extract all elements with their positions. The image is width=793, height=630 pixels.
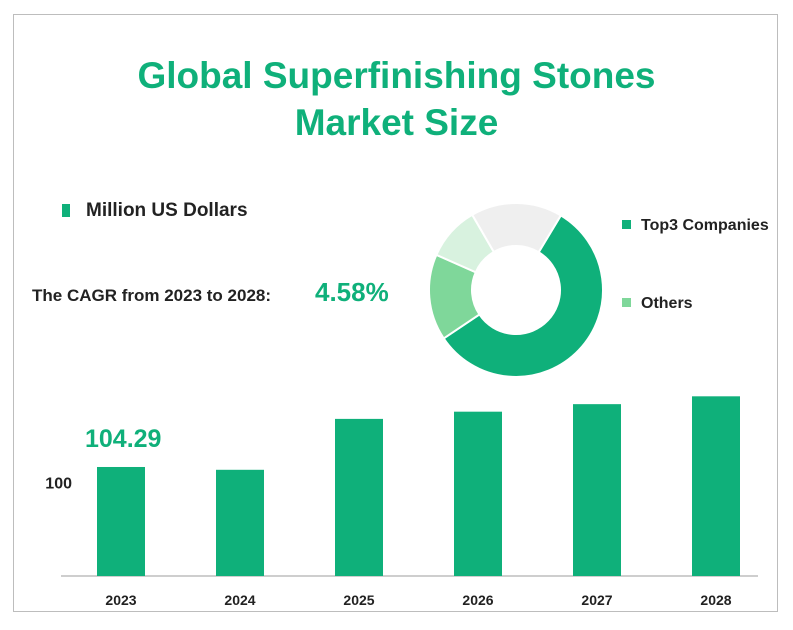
x-tick-label: 2025 (343, 592, 374, 608)
bar-2025 (335, 418, 383, 576)
bar-2026 (454, 411, 502, 576)
bar-2028 (692, 396, 740, 576)
data-label-2023: 104.29 (85, 425, 161, 453)
pie-legend-top3-label: Top3 Companies (641, 217, 769, 234)
x-tick-label: 2026 (462, 592, 493, 608)
y-tick-label: 100 (45, 475, 72, 492)
pie-legend-top3: Top3 Companies (622, 217, 769, 235)
chart-title: Global Superfinishing Stones Market Size (0, 52, 793, 146)
title-line-2: Market Size (294, 102, 499, 143)
pie-legend-others-swatch (622, 298, 631, 307)
unit-legend-swatch (62, 204, 70, 217)
x-tick-label: 2028 (700, 592, 731, 608)
pie-legend-others-label: Others (641, 295, 693, 312)
cagr-label: The CAGR from 2023 to 2028: (32, 286, 272, 305)
x-tick-label: 2023 (105, 592, 136, 608)
title-line-1: Global Superfinishing Stones (137, 55, 656, 96)
unit-legend-label: Million US Dollars (86, 200, 248, 221)
x-tick-label: 2027 (581, 592, 612, 608)
bar-2027 (573, 404, 621, 576)
pie-legend-others: Others (622, 295, 693, 313)
x-tick-label: 2024 (224, 592, 255, 608)
unit-legend: Million US Dollars (62, 200, 248, 222)
bar-2024 (216, 469, 264, 576)
cagr-value: 4.58% (315, 277, 389, 307)
pie-legend-top3-swatch (622, 220, 631, 229)
bar-2023 (97, 466, 145, 576)
